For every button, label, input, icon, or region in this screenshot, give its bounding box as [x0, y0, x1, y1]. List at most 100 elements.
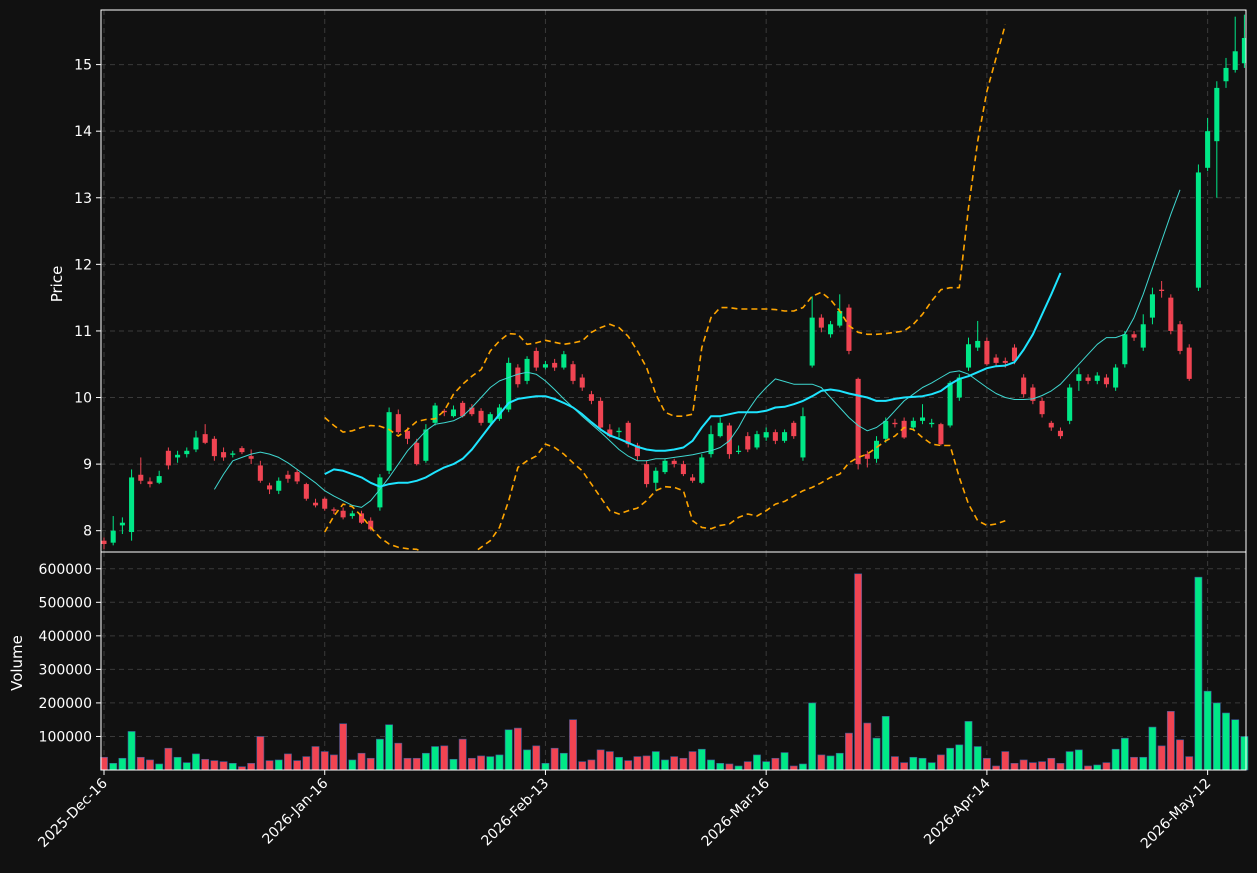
- volume-bar: [642, 755, 651, 771]
- candle-body: [322, 498, 328, 509]
- volume-bar: [688, 751, 697, 771]
- volume-bar: [495, 754, 504, 771]
- volume-bar: [376, 738, 384, 771]
- volume-bar: [670, 756, 679, 771]
- volume-grid: [101, 552, 1246, 770]
- volume-bar: [357, 752, 366, 771]
- candle-body: [368, 520, 374, 530]
- candle-body: [404, 430, 411, 439]
- candlesticks: [101, 14, 1246, 550]
- candle-body: [1232, 51, 1238, 70]
- candle-body: [248, 456, 254, 459]
- candle-body: [239, 448, 245, 453]
- volume-bar: [274, 759, 283, 771]
- candle-body: [147, 481, 153, 485]
- volume-bar: [1074, 749, 1083, 771]
- candle-body: [653, 470, 659, 483]
- volume-bar: [771, 757, 780, 771]
- volume-bar: [955, 744, 964, 771]
- candle-body: [1113, 367, 1119, 388]
- candle-body: [883, 420, 889, 439]
- candle-body: [386, 412, 392, 471]
- volume-bars: [100, 573, 1249, 771]
- candle-body: [294, 472, 300, 482]
- volume-bar: [1194, 576, 1203, 771]
- volume-bar: [615, 756, 623, 771]
- candle-body: [837, 310, 843, 326]
- volume-bar: [173, 756, 182, 771]
- volume-bar: [422, 752, 430, 771]
- candle-body: [818, 317, 824, 328]
- indicator-lines: [213, 24, 1181, 552]
- volume-axis-label: Volume: [8, 635, 26, 691]
- volume-bar: [394, 742, 403, 771]
- volume-bar: [1019, 759, 1028, 771]
- volume-bar: [1047, 757, 1056, 771]
- candle-body: [1057, 430, 1063, 437]
- volume-tick-label: 300000: [39, 662, 92, 678]
- volume-bar: [937, 754, 945, 771]
- volume-bar: [247, 762, 256, 771]
- price-tick-label: 13: [74, 191, 92, 207]
- candle-body: [423, 429, 429, 461]
- candle-body: [561, 354, 567, 368]
- volume-bar: [1084, 765, 1092, 771]
- candle-body: [478, 410, 484, 423]
- volume-bar: [605, 751, 614, 771]
- candle-body: [469, 407, 475, 415]
- volume-bar: [192, 753, 200, 771]
- volume-panel-frame: [100, 551, 1247, 771]
- candle-body: [1223, 67, 1229, 82]
- volume-bar: [1028, 762, 1037, 771]
- volume-bar: [826, 755, 835, 771]
- candle-body: [441, 410, 447, 413]
- volume-bar: [412, 757, 421, 771]
- volume-bar: [661, 759, 669, 771]
- candle-body: [800, 416, 806, 458]
- volume-bar: [845, 732, 853, 771]
- candle-body: [938, 424, 944, 445]
- volume-bar: [1093, 764, 1102, 771]
- candle-body: [919, 417, 926, 421]
- volume-bar: [881, 716, 890, 771]
- volume-bar: [467, 757, 476, 771]
- volume-tick-label: 400000: [39, 629, 92, 645]
- volume-bar: [127, 731, 136, 771]
- volume-bar: [109, 762, 118, 771]
- candle-body: [736, 450, 742, 452]
- volume-bar: [983, 757, 991, 771]
- volume-bar: [973, 746, 982, 771]
- volume-bar: [458, 738, 467, 771]
- price-tick-label: 10: [74, 391, 92, 407]
- price-tick-label: 11: [74, 324, 92, 340]
- candle-body: [965, 344, 972, 368]
- candle-body: [579, 377, 585, 388]
- volume-tick-label: 600000: [39, 562, 92, 578]
- volume-bar: [1240, 736, 1249, 771]
- candle-body: [956, 377, 962, 398]
- volume-bar: [366, 757, 375, 771]
- volume-bar: [146, 759, 154, 771]
- volume-bar: [1148, 726, 1157, 771]
- candle-body: [791, 422, 797, 437]
- volume-bar: [155, 763, 164, 771]
- volume-bar: [716, 762, 725, 771]
- volume-bar: [780, 752, 789, 771]
- candle-body: [211, 438, 217, 457]
- volume-bar: [440, 745, 449, 771]
- candle-body: [193, 437, 199, 450]
- candle-body: [221, 452, 227, 458]
- volume-bar: [210, 760, 219, 771]
- volume-bar: [265, 760, 274, 771]
- volume-bar: [817, 754, 826, 771]
- candle-body: [285, 474, 291, 479]
- volume-bar: [624, 760, 633, 771]
- volume-bar: [1203, 690, 1212, 771]
- candle-body: [340, 510, 346, 518]
- volume-bar: [284, 753, 292, 771]
- candle-body: [772, 432, 778, 441]
- candle-body: [1177, 324, 1183, 351]
- volume-bar: [513, 727, 522, 771]
- candle-body: [184, 450, 190, 455]
